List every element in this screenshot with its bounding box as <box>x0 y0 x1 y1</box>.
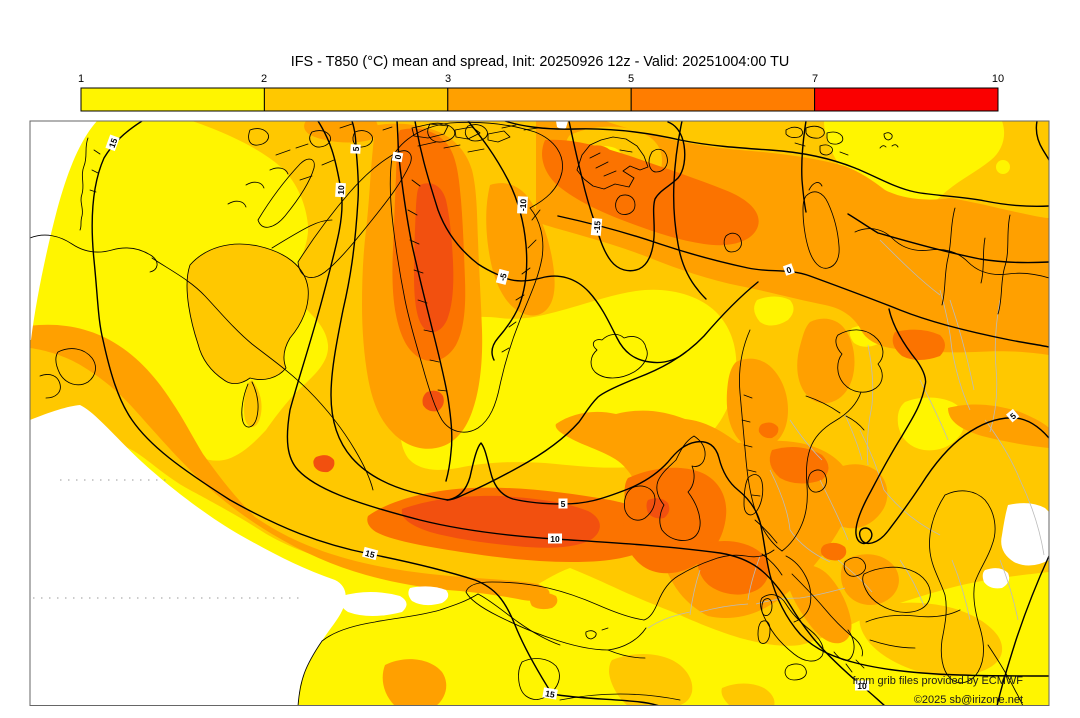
svg-text:15: 15 <box>364 548 376 560</box>
svg-text:7: 7 <box>812 73 818 85</box>
svg-text:5: 5 <box>351 146 361 152</box>
svg-text:15: 15 <box>107 137 120 150</box>
svg-text:5: 5 <box>628 73 634 85</box>
svg-text:15: 15 <box>544 688 555 700</box>
svg-text:IFS - T850 (°C) mean and sprea: IFS - T850 (°C) mean and spread, Init: 2… <box>291 54 790 70</box>
svg-text:0: 0 <box>785 264 793 275</box>
svg-text:5: 5 <box>1008 410 1018 421</box>
svg-text:3: 3 <box>445 73 451 85</box>
svg-text:-5: -5 <box>497 272 509 282</box>
svg-text:-15: -15 <box>591 220 602 233</box>
svg-text:10: 10 <box>992 73 1004 85</box>
svg-text:10: 10 <box>336 185 346 195</box>
svg-text:-10: -10 <box>518 198 529 211</box>
svg-text:from grib files provided by EC: from grib files provided by ECMWF <box>852 675 1023 687</box>
svg-text:10: 10 <box>857 681 867 691</box>
svg-text:2: 2 <box>261 73 267 85</box>
svg-text:1: 1 <box>78 73 84 85</box>
svg-text:©2025 sb@irizone.net: ©2025 sb@irizone.net <box>914 694 1023 706</box>
svg-text:0: 0 <box>393 154 404 161</box>
svg-text:5: 5 <box>561 499 566 509</box>
svg-text:10: 10 <box>550 534 560 544</box>
